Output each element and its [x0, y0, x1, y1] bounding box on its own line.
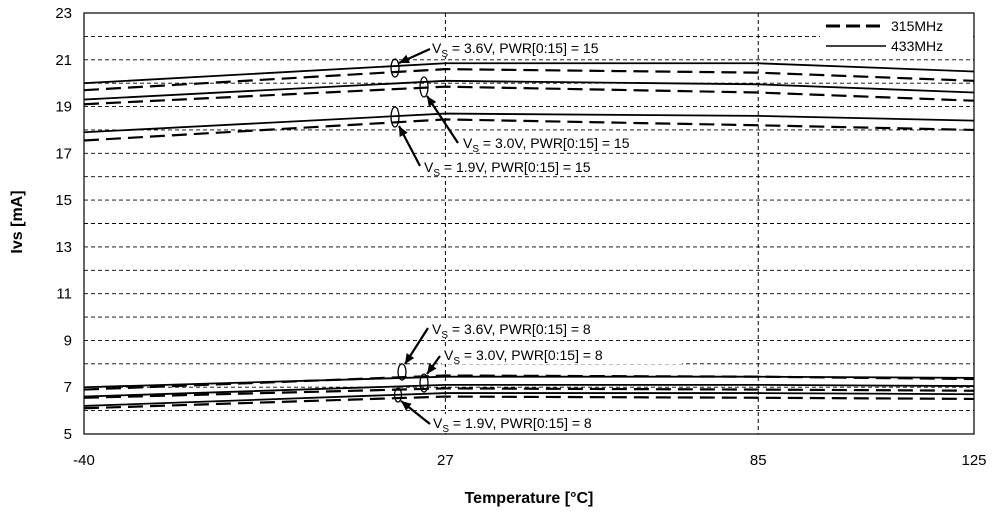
y-tick-label: 11: [56, 286, 72, 303]
series-line: [83, 375, 975, 389]
grid: [84, 13, 974, 434]
series-line: [83, 387, 975, 399]
annotation-background: [430, 39, 678, 57]
annotation-background: [422, 158, 678, 176]
annotation-label: VS = 1.9V, PWR[0:15] = 15: [424, 159, 591, 179]
oval-marker: [393, 387, 403, 403]
x-axis-ticks: -40 27 85 125: [73, 452, 986, 469]
legend-background: [820, 15, 972, 57]
series-line: [83, 79, 975, 101]
legend: 315MHz 433MHz: [820, 15, 972, 57]
annotation-arrowhead: [401, 401, 412, 411]
y-axis-ticks: 5 7 9 11 13 15 17 19 21 23: [55, 5, 72, 443]
series-line: [83, 118, 975, 142]
annotation-label: VS = 3.6V, PWR[0:15] = 8: [432, 321, 591, 341]
x-tick-label: 27: [437, 452, 454, 469]
oval-marker: [390, 58, 400, 78]
series-lines: [83, 62, 975, 410]
series-line: [83, 392, 975, 407]
series-line: [83, 395, 975, 410]
annotation-label: VS = 3.6V, PWR[0:15] = 15: [432, 40, 599, 60]
annotation-arrowhead: [427, 96, 437, 107]
annotation-label: VS = 1.9V, PWR[0:15] = 8: [433, 415, 592, 435]
series-line: [83, 112, 975, 134]
y-tick-label: 9: [64, 332, 72, 349]
y-tick-label: 15: [55, 192, 72, 209]
annotation-label: VS = 3.0V, PWR[0:15] = 15: [463, 135, 630, 155]
annotations: VS = 3.6V, PWR[0:15] = 15 VS = 3.0V, PWR[…: [390, 39, 697, 435]
series-line: [83, 62, 975, 85]
y-tick-label: 7: [64, 379, 72, 396]
y-tick-label: 5: [64, 426, 72, 443]
y-tick-label: 19: [55, 99, 72, 116]
annotation-arrowhead: [405, 353, 415, 364]
oval-marker: [419, 76, 429, 98]
annotation-label: VS = 3.0V, PWR[0:15] = 8: [444, 347, 603, 367]
annotation-arrowhead: [399, 54, 410, 63]
legend-label: 315MHz: [891, 18, 943, 34]
oval-marker: [397, 363, 407, 381]
x-axis-label: Temperature [°C]: [465, 490, 594, 507]
x-tick-label: 125: [961, 452, 986, 469]
annotation-background: [431, 414, 663, 432]
annotation-arrowhead: [427, 363, 437, 374]
x-tick-label: 85: [750, 452, 767, 469]
y-tick-label: 17: [55, 145, 72, 162]
annotation-background: [461, 134, 697, 152]
y-axis-label: Ivs [mA]: [9, 190, 26, 253]
plot-area-frame: [83, 12, 975, 435]
y-tick-label: 23: [55, 5, 72, 22]
y-tick-label: 21: [55, 52, 72, 69]
series-line: [83, 85, 975, 106]
legend-label: 433MHz: [891, 38, 943, 54]
annotation-background: [430, 320, 692, 338]
y-tick-label: 13: [55, 239, 72, 256]
oval-marker: [390, 106, 400, 128]
annotation-arrowhead: [399, 126, 408, 137]
series-line: [83, 383, 975, 398]
x-tick-label: -40: [73, 452, 95, 469]
series-line: [83, 68, 975, 92]
annotation-background: [442, 346, 682, 364]
oval-marker: [419, 373, 429, 393]
